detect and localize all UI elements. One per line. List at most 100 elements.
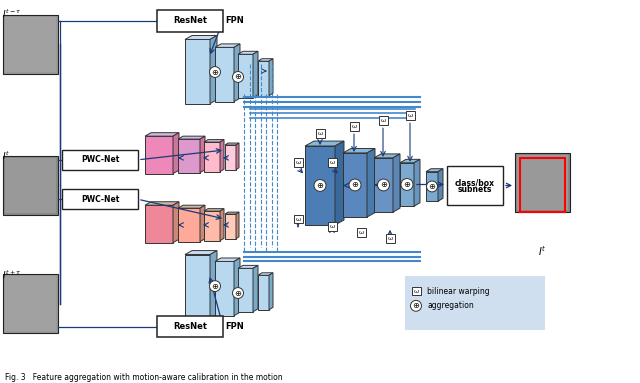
Polygon shape bbox=[238, 51, 258, 54]
Text: ω: ω bbox=[330, 224, 335, 229]
Polygon shape bbox=[178, 139, 200, 173]
Polygon shape bbox=[238, 265, 258, 268]
Text: aggregation: aggregation bbox=[427, 301, 474, 310]
Bar bbox=[5, 158, 56, 213]
Bar bbox=[378, 116, 387, 125]
Polygon shape bbox=[258, 273, 273, 275]
Text: ω: ω bbox=[330, 160, 335, 165]
Polygon shape bbox=[438, 169, 443, 201]
Bar bbox=[5, 276, 56, 331]
Text: $I^{t+\tau}$: $I^{t+\tau}$ bbox=[2, 268, 21, 281]
Text: PWC-Net: PWC-Net bbox=[81, 155, 119, 164]
Polygon shape bbox=[393, 154, 400, 212]
Text: ⊕: ⊕ bbox=[211, 67, 218, 77]
Circle shape bbox=[232, 72, 243, 82]
Bar bbox=[294, 158, 303, 167]
Polygon shape bbox=[225, 214, 236, 239]
Circle shape bbox=[401, 178, 413, 190]
Polygon shape bbox=[145, 133, 179, 136]
Polygon shape bbox=[238, 268, 253, 312]
Polygon shape bbox=[269, 273, 273, 310]
Text: subnets: subnets bbox=[458, 185, 492, 194]
Text: FPN: FPN bbox=[225, 16, 244, 25]
Bar bbox=[520, 158, 565, 212]
Text: ResNet: ResNet bbox=[173, 322, 207, 331]
Bar bbox=[517, 155, 568, 210]
Text: ω: ω bbox=[296, 216, 301, 221]
Bar bbox=[294, 214, 303, 223]
Bar bbox=[447, 166, 503, 205]
Text: bilinear warping: bilinear warping bbox=[427, 286, 490, 296]
Polygon shape bbox=[200, 205, 205, 242]
Text: $I^{t}$: $I^{t}$ bbox=[538, 245, 547, 259]
Polygon shape bbox=[414, 159, 420, 206]
Polygon shape bbox=[426, 172, 438, 201]
Circle shape bbox=[314, 180, 326, 192]
Bar bbox=[328, 223, 337, 231]
Text: ω: ω bbox=[358, 230, 364, 235]
Bar bbox=[412, 286, 420, 295]
Circle shape bbox=[378, 179, 390, 191]
Polygon shape bbox=[145, 205, 173, 243]
Polygon shape bbox=[204, 139, 224, 142]
Text: ResNet: ResNet bbox=[173, 16, 207, 25]
Polygon shape bbox=[225, 145, 236, 170]
Polygon shape bbox=[400, 159, 420, 163]
Bar bbox=[3, 15, 58, 74]
Polygon shape bbox=[173, 133, 179, 173]
Text: Fig. 3   Feature aggregation with motion-aware calibration in the motion: Fig. 3 Feature aggregation with motion-a… bbox=[5, 373, 283, 382]
Bar bbox=[406, 111, 415, 120]
Polygon shape bbox=[236, 212, 239, 239]
Circle shape bbox=[209, 281, 221, 291]
Bar bbox=[328, 158, 337, 167]
Text: ⊕: ⊕ bbox=[234, 72, 241, 82]
Bar bbox=[356, 228, 365, 237]
Polygon shape bbox=[305, 146, 335, 225]
Polygon shape bbox=[258, 61, 269, 96]
Text: class/box: class/box bbox=[455, 178, 495, 187]
Polygon shape bbox=[305, 141, 344, 146]
Text: ⊕: ⊕ bbox=[403, 180, 410, 189]
Polygon shape bbox=[258, 275, 269, 310]
Polygon shape bbox=[269, 59, 273, 96]
Text: ⊕: ⊕ bbox=[317, 181, 323, 190]
Text: ⊕: ⊕ bbox=[351, 180, 358, 190]
Circle shape bbox=[232, 288, 243, 298]
Polygon shape bbox=[220, 139, 224, 172]
Polygon shape bbox=[215, 47, 234, 101]
Text: FPN: FPN bbox=[225, 322, 244, 331]
Polygon shape bbox=[374, 154, 400, 158]
Bar bbox=[385, 234, 394, 243]
Polygon shape bbox=[343, 149, 375, 153]
Polygon shape bbox=[204, 211, 220, 241]
Polygon shape bbox=[400, 163, 414, 206]
Polygon shape bbox=[343, 153, 367, 217]
Text: ⊕: ⊕ bbox=[429, 182, 435, 191]
Bar bbox=[349, 122, 358, 131]
Polygon shape bbox=[173, 202, 179, 243]
Polygon shape bbox=[426, 169, 443, 172]
Polygon shape bbox=[145, 136, 173, 173]
Text: ω: ω bbox=[408, 113, 413, 118]
Text: ⊕: ⊕ bbox=[211, 282, 218, 291]
Polygon shape bbox=[178, 205, 205, 208]
Polygon shape bbox=[178, 208, 200, 242]
Polygon shape bbox=[204, 209, 224, 211]
Polygon shape bbox=[210, 250, 217, 319]
Text: ω: ω bbox=[317, 131, 323, 136]
Polygon shape bbox=[178, 136, 205, 139]
Polygon shape bbox=[185, 39, 210, 103]
Polygon shape bbox=[185, 36, 217, 39]
Polygon shape bbox=[185, 255, 210, 319]
Bar bbox=[157, 316, 223, 337]
Bar bbox=[5, 17, 56, 72]
Bar bbox=[157, 10, 223, 31]
Polygon shape bbox=[220, 209, 224, 241]
Bar bbox=[316, 129, 324, 137]
Polygon shape bbox=[200, 136, 205, 173]
Polygon shape bbox=[374, 158, 393, 212]
Circle shape bbox=[349, 179, 361, 191]
Polygon shape bbox=[145, 202, 179, 205]
Polygon shape bbox=[367, 149, 375, 217]
Polygon shape bbox=[234, 44, 240, 101]
